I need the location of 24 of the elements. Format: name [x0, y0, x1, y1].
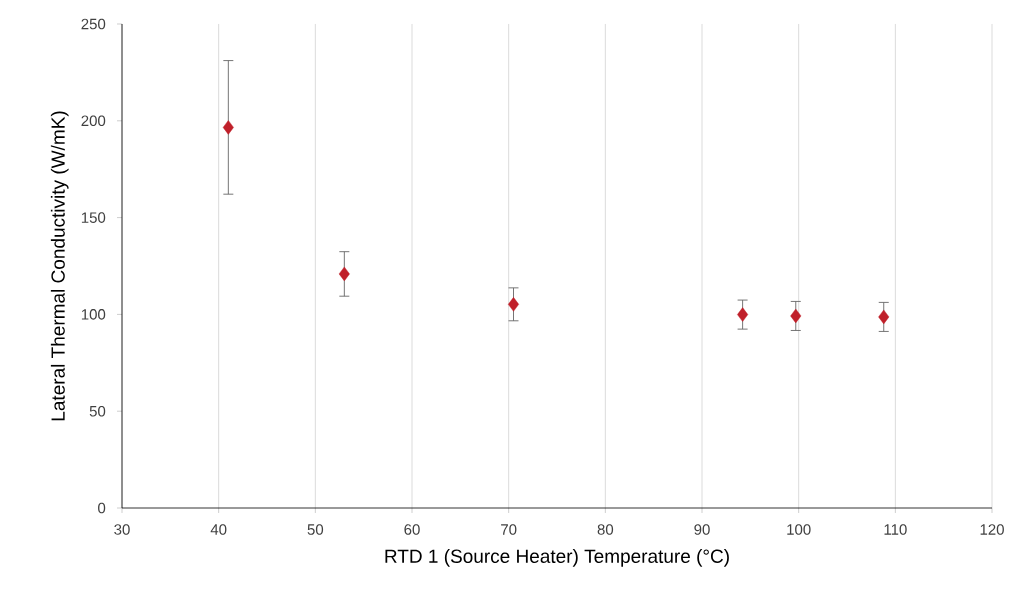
y-tick-label: 50	[89, 405, 106, 417]
x-tick-label: 110	[884, 524, 907, 535]
x-tick-label: 40	[210, 524, 227, 535]
point	[508, 297, 519, 312]
point	[338, 266, 350, 282]
point	[222, 120, 234, 135]
x-tick-label: 90	[694, 524, 710, 535]
y-axis-title: Lateral Thermal Conductivity (W/mK)	[50, 111, 69, 421]
y-tick-label: 250	[81, 18, 106, 30]
x-tick-label: 120	[980, 524, 1004, 535]
x-tick-label: 30	[114, 524, 130, 535]
x-axis-title: RTD 1 (Source Heater) Temperature (°C)	[385, 549, 729, 567]
x-tick-label: 70	[501, 524, 517, 535]
x-tick-label: 50	[307, 524, 324, 535]
point	[737, 307, 749, 322]
point	[790, 308, 802, 324]
x-tick-label: 100	[787, 524, 811, 535]
y-tick-label: 0	[98, 502, 106, 514]
y-tick-label: 200	[81, 115, 106, 127]
y-tick-label: 150	[81, 212, 106, 223]
point	[878, 309, 890, 325]
x-tick-label: 80	[597, 524, 614, 535]
x-tick-label: 60	[404, 524, 420, 535]
y-tick-label: 100	[81, 309, 106, 320]
